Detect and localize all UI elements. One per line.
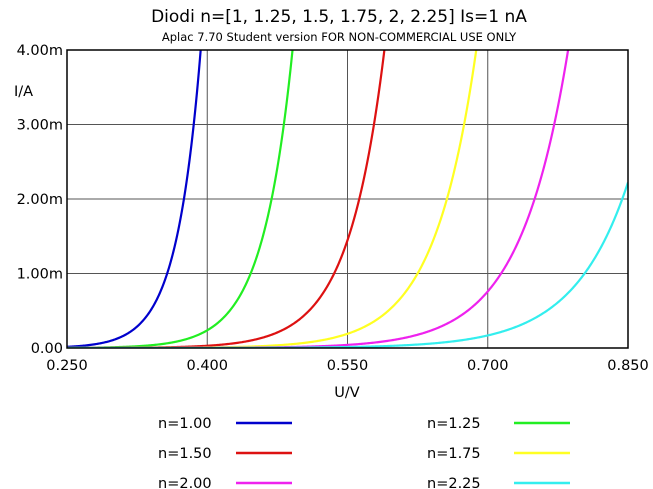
y-tick-label: 4.00m [17, 43, 63, 59]
chart-subtitle: Aplac 7.70 Student version FOR NON-COMME… [162, 30, 517, 44]
x-tick-label: 0.850 [607, 358, 649, 374]
plot-frame [66, 49, 629, 349]
series-line-n=1.00 [67, 50, 202, 348]
y-tick-label: 0.00 [31, 341, 63, 357]
y-tick-label: 1.00m [17, 267, 63, 283]
x-tick-label: 0.400 [186, 358, 228, 374]
legend-label: n=1.25 [427, 416, 481, 432]
legend: n=1.00 n=1.25 n=1.50 n=1.75 n=2.00 n=2.25 [158, 416, 570, 489]
legend-label: n=1.50 [158, 446, 212, 462]
grid [67, 50, 628, 348]
y-tick-label: 2.00m [17, 192, 63, 208]
series-line-n=1.25 [67, 50, 294, 348]
x-tick-label: 0.700 [467, 358, 509, 374]
y-tick-label: 3.00m [17, 118, 63, 134]
x-tick-label: 0.250 [46, 358, 88, 374]
y-tick-labels: 0.00 1.00m 2.00m 3.00m 4.00m [17, 43, 63, 357]
y-axis-label: I/A [14, 84, 33, 100]
x-tick-label: 0.550 [327, 358, 369, 374]
legend-label: n=1.00 [158, 416, 212, 432]
chart-title: Diodi n=[1, 1.25, 1.5, 1.75, 2, 2.25] Is… [151, 7, 527, 27]
legend-label: n=1.75 [427, 446, 481, 462]
x-tick-labels: 0.250 0.400 0.550 0.700 0.850 [46, 358, 649, 374]
x-axis-label: U/V [334, 385, 359, 401]
legend-label: n=2.25 [427, 476, 481, 489]
legend-label: n=2.00 [158, 476, 212, 489]
